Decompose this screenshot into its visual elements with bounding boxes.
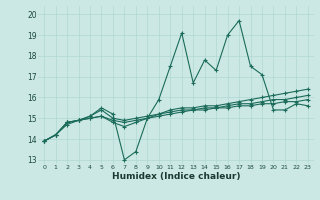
X-axis label: Humidex (Indice chaleur): Humidex (Indice chaleur) <box>112 172 240 181</box>
